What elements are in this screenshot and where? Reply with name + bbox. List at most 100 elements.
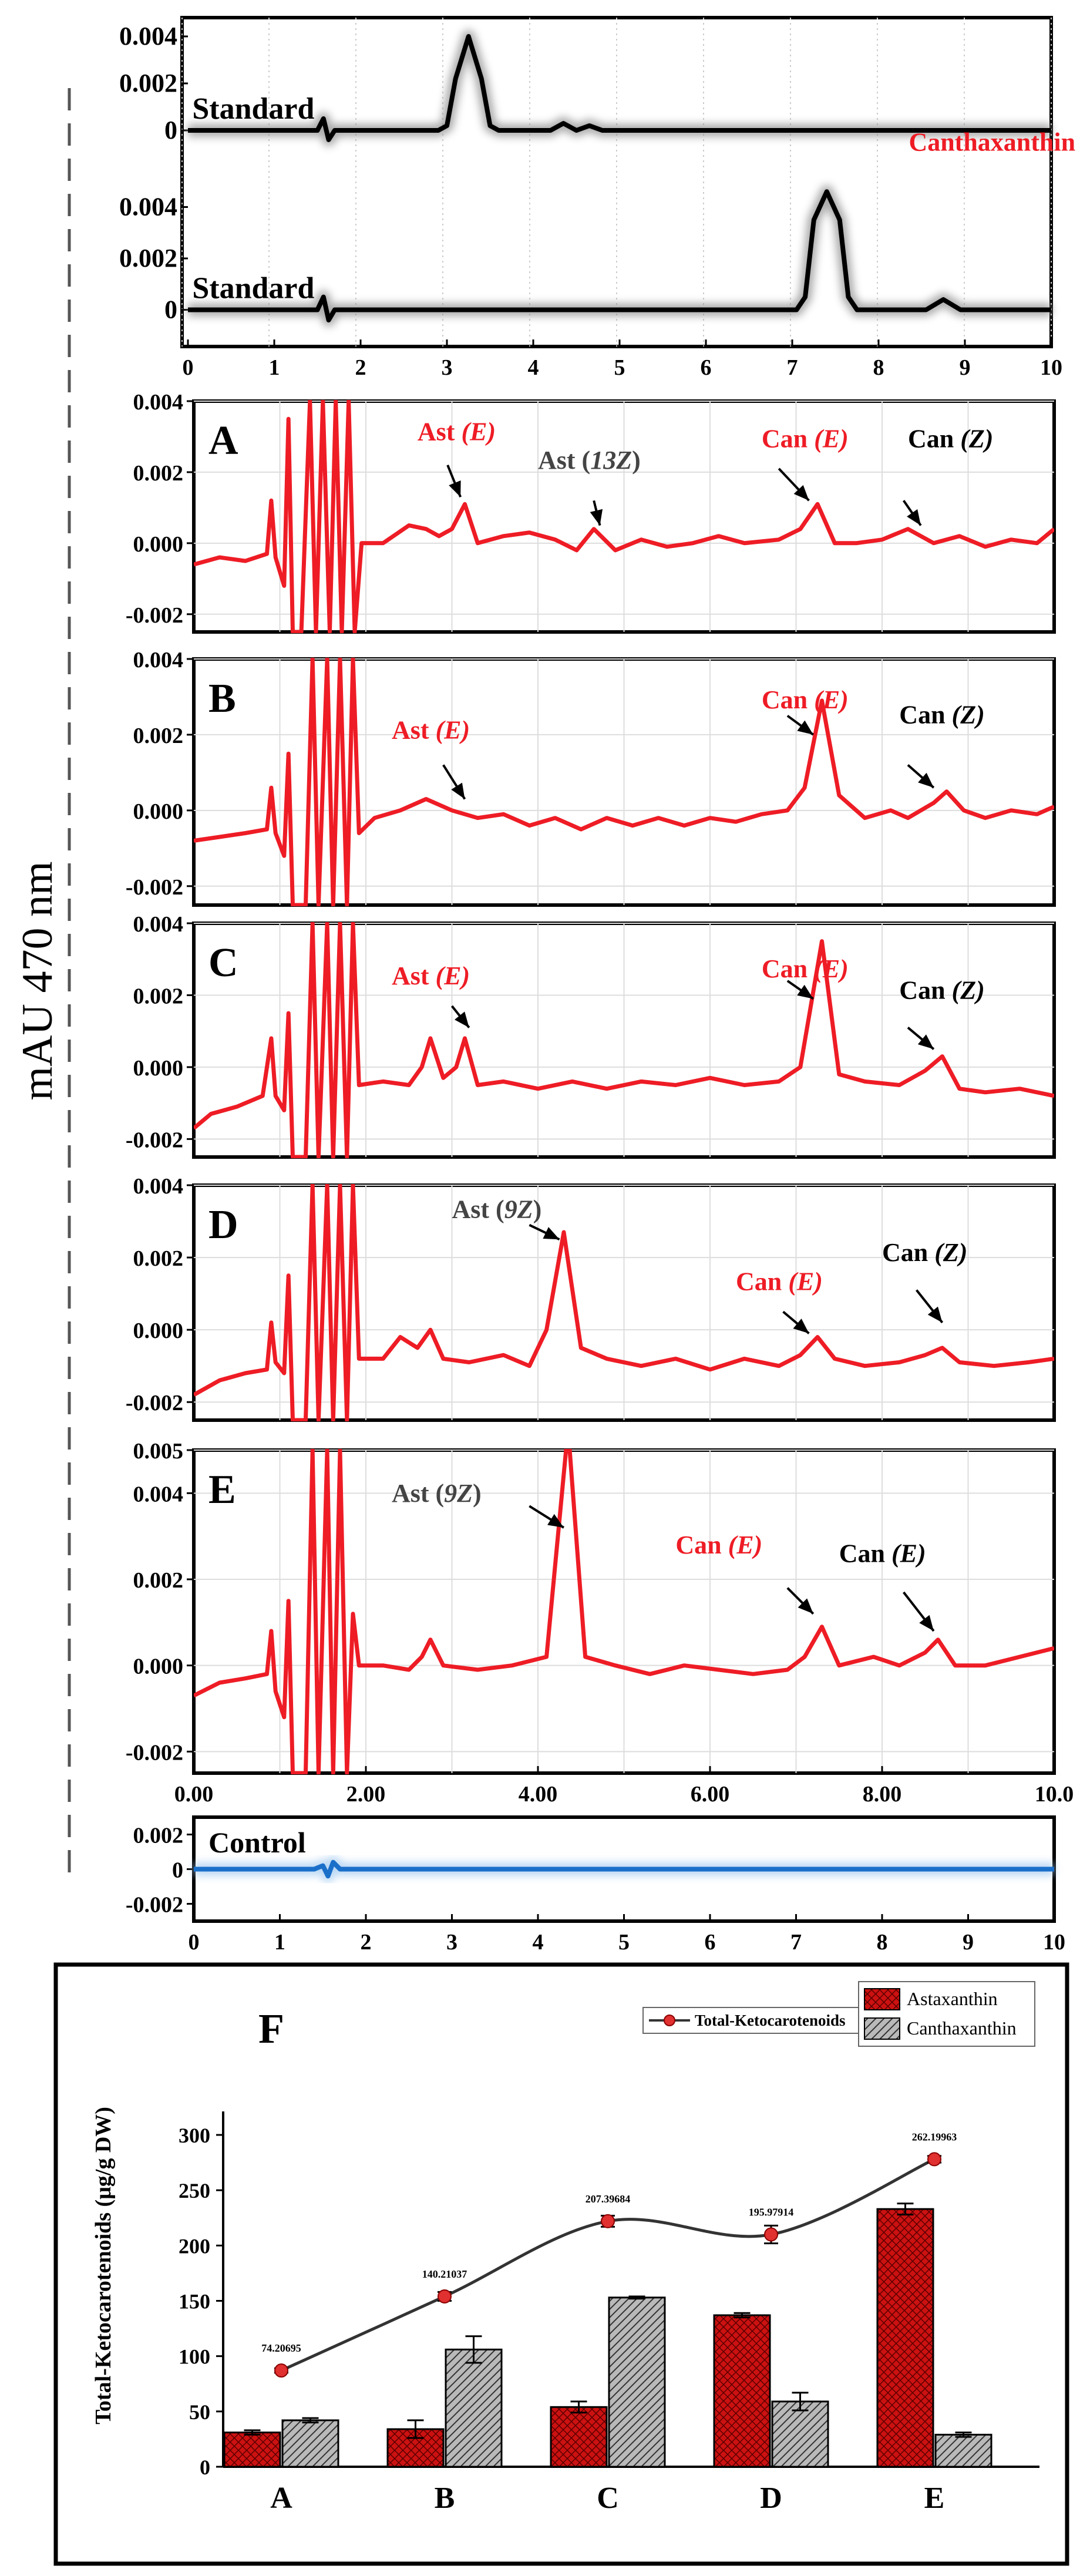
annotation-italic: (Z) [952, 701, 985, 729]
y-tick-label: -0.002 [126, 1128, 183, 1152]
y-axis-title: Total-Ketocarotenoids (μg/g DW) [91, 2107, 116, 2424]
panel-label: E [208, 1467, 236, 1512]
y-tick-label: 0.005 [133, 1439, 184, 1464]
point-value-label: 195.97914 [749, 2207, 794, 2218]
arrow-head [797, 720, 813, 735]
bar-canthaxanthin [608, 2296, 666, 2468]
series-line [194, 922, 1054, 1158]
y-tick-label: 0.002 [133, 984, 184, 1008]
peak-annotation: Can (E) [736, 1267, 823, 1296]
bar-canthaxanthin [934, 2433, 992, 2468]
annotation-italic: (Z) [952, 976, 985, 1005]
annotation-end: ) [533, 1195, 542, 1223]
peak-annotation: Ast (E) [392, 715, 470, 744]
x-tick-label: 4.00 [519, 1782, 558, 1807]
y-tick-label: 150 [179, 2290, 210, 2313]
annotation-italic: (E) [436, 715, 470, 744]
x-tick-label: 7 [790, 1930, 802, 1955]
y-tick-label: 50 [189, 2400, 210, 2424]
line-legend-label: Total-Ketocarotenoids [695, 2012, 846, 2029]
peak-annotation: Ast (9Z) [392, 1479, 482, 1508]
annotation-text: Can [899, 701, 951, 729]
x-tick-label: 0 [189, 1930, 200, 1955]
x-tick-label: 10 [1040, 355, 1062, 380]
line-marker [438, 2289, 452, 2303]
arrow-head [449, 480, 461, 497]
x-tick-label: 8.00 [863, 1782, 902, 1807]
peak-annotation: Canthaxanthin (all-E) [909, 127, 1080, 156]
arrow-head [590, 509, 603, 526]
arrow-head [918, 772, 934, 788]
panel-F: 0 50 100 150 200 250 300 Total-Ketocarotenoids … [53, 1962, 1069, 2566]
line-marker [274, 2363, 288, 2378]
annotation-text: Can [762, 685, 814, 714]
annotation-italic: (E) [728, 1531, 763, 1559]
annotation-italic: (E) [461, 418, 496, 446]
y-tick-label: 300 [179, 2124, 210, 2147]
peak-annotation: Can (E) [839, 1539, 926, 1568]
y-tick-label: 0.002 [133, 724, 184, 748]
peak-annotation: Can (Z) [899, 701, 984, 729]
annotation-text: Canthaxanthin (all- [909, 127, 1080, 156]
panel-label: A [208, 418, 238, 463]
panel-label: F [258, 2005, 284, 2052]
annotation-text: Ast [392, 961, 436, 990]
annotation-text: Ast ( [392, 1479, 444, 1508]
x-tick-label: 6 [701, 355, 712, 380]
arrow-head [907, 509, 921, 526]
arrow-head [454, 1011, 469, 1028]
arrow-head [547, 1514, 564, 1528]
line-marker [764, 2227, 778, 2242]
series-line [194, 1449, 1054, 1774]
y-tick-label: 0 [164, 116, 177, 144]
annotation-italic: 9Z [504, 1195, 533, 1223]
point-value-label: 140.21037 [422, 2268, 467, 2280]
arrow-head [798, 1598, 813, 1614]
bar-legend-label: Canthaxanthin [907, 2017, 1017, 2039]
series-line [194, 1184, 1054, 1421]
y-tick-label: 0.000 [133, 799, 184, 824]
annotation-end: ) [632, 446, 641, 475]
y-tick-label: -0.002 [126, 603, 183, 628]
series-line [194, 1859, 1054, 1879]
annotation-text: Can [762, 425, 814, 453]
annotation-text: Ast ( [538, 446, 590, 475]
y-tick-label: 0 [200, 2456, 210, 2479]
annotation-end: ) [473, 1479, 482, 1508]
annotation-italic: (E) [814, 954, 849, 983]
y-tick-label: -0.002 [126, 1391, 183, 1415]
x-tick-label: E [924, 2481, 945, 2515]
peak-annotation: Can (Z) [899, 976, 984, 1005]
annotation-italic: 13Z [590, 446, 632, 475]
x-tick-label: 10 [1043, 1930, 1065, 1955]
arrow-head [793, 485, 809, 501]
y-tick-label: 0.002 [133, 1824, 184, 1848]
arrow-head [919, 1615, 934, 1631]
x-tick-label: 2 [355, 355, 366, 380]
x-tick-label: 6.00 [691, 1782, 730, 1807]
peak-annotation: Ast (13Z) [538, 446, 641, 475]
x-tick-label: 1 [274, 1930, 285, 1955]
annotation-text: Ast [392, 715, 436, 744]
x-tick-label: 0 [183, 355, 194, 380]
panel-std2: 0.004 0.002 0 0 1 2 3 4 5 6 7 8 9 10 Standard Canthaxan… [119, 127, 1080, 380]
bar-astaxanthin [550, 2406, 608, 2468]
panel-label: B [208, 676, 236, 721]
x-tick-label: 5 [618, 1930, 630, 1955]
annotation-italic: (E) [814, 685, 849, 714]
x-tick-label: 7 [787, 355, 798, 380]
peak-annotation: Can (Z) [882, 1238, 967, 1267]
y-tick-label: 0.002 [133, 1246, 184, 1271]
point-value-label: 207.39684 [586, 2193, 631, 2205]
x-tick-label: A [270, 2481, 292, 2515]
annotation-italic: (E) [891, 1539, 926, 1568]
y-tick-label: 0.002 [133, 1568, 184, 1593]
annotation-italic: (Z) [934, 1238, 967, 1267]
y-tick-label: 0 [164, 295, 177, 324]
arrow-head [917, 1034, 934, 1050]
point-value-label: 262.19963 [912, 2131, 957, 2143]
